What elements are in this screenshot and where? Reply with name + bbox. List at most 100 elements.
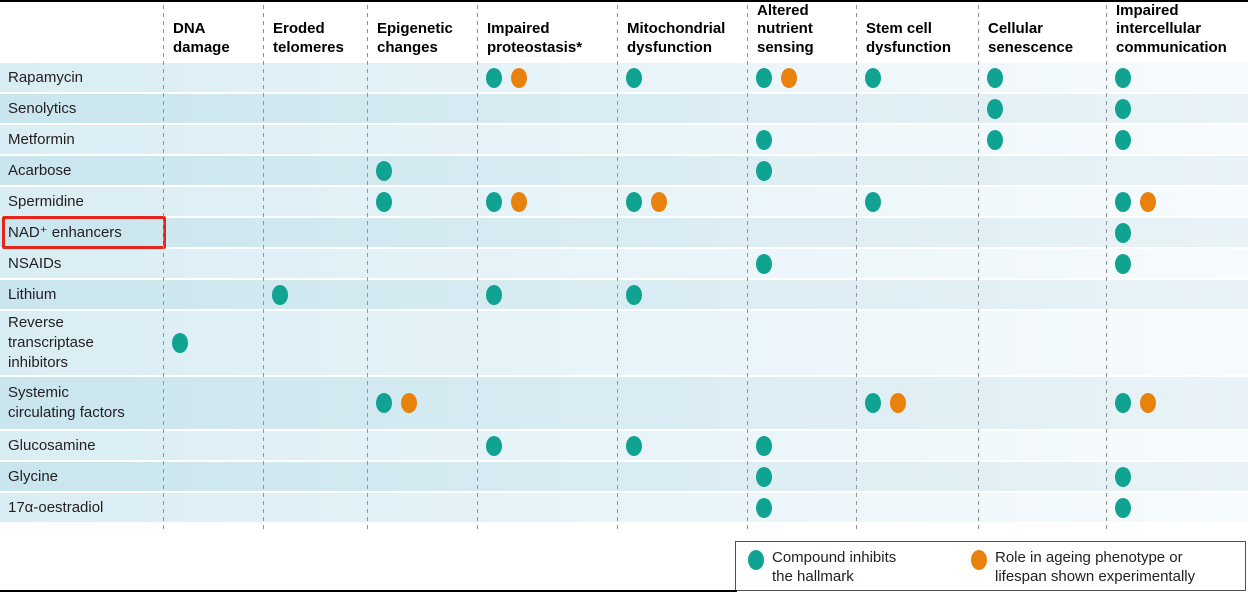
inhibits-hallmark-dot xyxy=(626,191,642,212)
matrix-cell xyxy=(477,187,617,216)
inhibits-hallmark-dot xyxy=(486,284,502,305)
inhibits-hallmark-dot xyxy=(626,435,642,456)
inhibits-hallmark-dot xyxy=(756,497,772,518)
row-label: Lithium xyxy=(8,285,57,303)
matrix-cell xyxy=(1106,156,1248,185)
legend-item-inhibits: Compound inhibits the hallmark xyxy=(748,548,971,586)
inhibits-hallmark-dot xyxy=(1115,67,1131,88)
matrix-cell xyxy=(1106,218,1248,247)
inhibits-hallmark-dot xyxy=(1115,129,1131,150)
matrix-cell xyxy=(263,493,367,522)
row-label: Systemic circulating factors xyxy=(8,384,125,421)
matrix-cell xyxy=(747,125,856,154)
inhibits-hallmark-dot xyxy=(987,67,1003,88)
matrix-cell xyxy=(477,125,617,154)
table-row: Metformin xyxy=(0,125,1248,154)
matrix-cell xyxy=(263,431,367,460)
matrix-cell xyxy=(367,218,477,247)
matrix-cell xyxy=(1106,249,1248,278)
table-row: Acarbose xyxy=(0,156,1248,185)
matrix-cell xyxy=(367,493,477,522)
inhibits-hallmark-dot xyxy=(1115,253,1131,274)
matrix-cell xyxy=(163,493,263,522)
experimental-role-dot xyxy=(511,67,527,88)
experimental-role-dot xyxy=(1140,393,1156,413)
matrix-cell xyxy=(856,377,978,429)
matrix-cell xyxy=(1106,63,1248,92)
matrix-cell xyxy=(263,156,367,185)
matrix-cell xyxy=(747,218,856,247)
inhibits-hallmark-dot xyxy=(486,435,502,456)
table-row: Glucosamine xyxy=(0,431,1248,460)
inhibits-hallmark-dot xyxy=(756,160,772,181)
matrix-cell xyxy=(617,493,747,522)
matrix-cell xyxy=(747,493,856,522)
matrix-cell xyxy=(367,156,477,185)
matrix-cell xyxy=(1106,377,1248,429)
matrix-cell xyxy=(747,431,856,460)
table-row: Systemic circulating factors xyxy=(0,377,1248,429)
row-label: Metformin xyxy=(8,130,75,148)
inhibits-hallmark-dot xyxy=(987,129,1003,150)
column-header: DNA damage xyxy=(173,20,230,56)
matrix-cell xyxy=(978,280,1106,309)
legend-label: Role in ageing phenotype or lifespan sho… xyxy=(995,549,1196,585)
matrix-cell xyxy=(617,63,747,92)
matrix-cell xyxy=(477,493,617,522)
table-row: 17α-oestradiol xyxy=(0,493,1248,522)
teal-dot-icon xyxy=(748,550,764,570)
matrix-cell xyxy=(747,280,856,309)
matrix-cell xyxy=(367,249,477,278)
matrix-cell xyxy=(856,94,978,123)
matrix-cell xyxy=(367,125,477,154)
column-divider-dashed-line xyxy=(263,5,264,530)
matrix-cell xyxy=(477,431,617,460)
table-row: Spermidine xyxy=(0,187,1248,216)
matrix-cell xyxy=(856,63,978,92)
matrix-cell xyxy=(1106,125,1248,154)
matrix-cell xyxy=(978,493,1106,522)
matrix-cell xyxy=(477,218,617,247)
row-label: Rapamycin xyxy=(8,68,84,86)
matrix-body: Rapamycin Senolytics Metformin Acarbose Sper… xyxy=(0,63,1248,522)
row-label[interactable]: NAD⁺ enhancers xyxy=(0,216,166,249)
matrix-cell xyxy=(263,311,367,375)
matrix-cell xyxy=(747,377,856,429)
table-row: Reverse transcriptase inhibitors xyxy=(0,311,1248,375)
matrix-cell xyxy=(617,156,747,185)
column-header: Impaired intercellular communication xyxy=(1116,1,1227,56)
row-label: Acarbose xyxy=(8,161,72,179)
inhibits-hallmark-dot xyxy=(1115,98,1131,119)
matrix-cell xyxy=(856,431,978,460)
matrix-cell xyxy=(1106,462,1248,491)
matrix-cell xyxy=(978,311,1106,375)
matrix-cell xyxy=(747,63,856,92)
matrix-cell xyxy=(263,125,367,154)
table-row: Glycine xyxy=(0,462,1248,491)
inhibits-hallmark-dot xyxy=(626,284,642,305)
matrix-cell xyxy=(163,311,263,375)
legend-box: Compound inhibits the hallmark Role in a… xyxy=(735,541,1246,591)
matrix-cell xyxy=(1106,493,1248,522)
matrix-cell xyxy=(263,377,367,429)
matrix-cell xyxy=(978,187,1106,216)
matrix-cell xyxy=(856,218,978,247)
matrix-cell xyxy=(978,94,1106,123)
bottom-border-line xyxy=(0,590,737,592)
column-header: Eroded telomeres xyxy=(273,20,344,56)
matrix-cell xyxy=(163,125,263,154)
matrix-cell xyxy=(263,63,367,92)
matrix-cell xyxy=(617,218,747,247)
experimental-role-dot xyxy=(781,67,797,88)
table-row: Lithium xyxy=(0,280,1248,309)
matrix-cell xyxy=(1106,94,1248,123)
matrix-cell xyxy=(617,280,747,309)
inhibits-hallmark-dot xyxy=(1115,497,1131,518)
experimental-role-dot xyxy=(651,191,667,212)
inhibits-hallmark-dot xyxy=(1115,222,1131,243)
matrix-cell xyxy=(263,249,367,278)
matrix-cell xyxy=(617,462,747,491)
experimental-role-dot xyxy=(401,393,417,413)
matrix-cell xyxy=(747,94,856,123)
